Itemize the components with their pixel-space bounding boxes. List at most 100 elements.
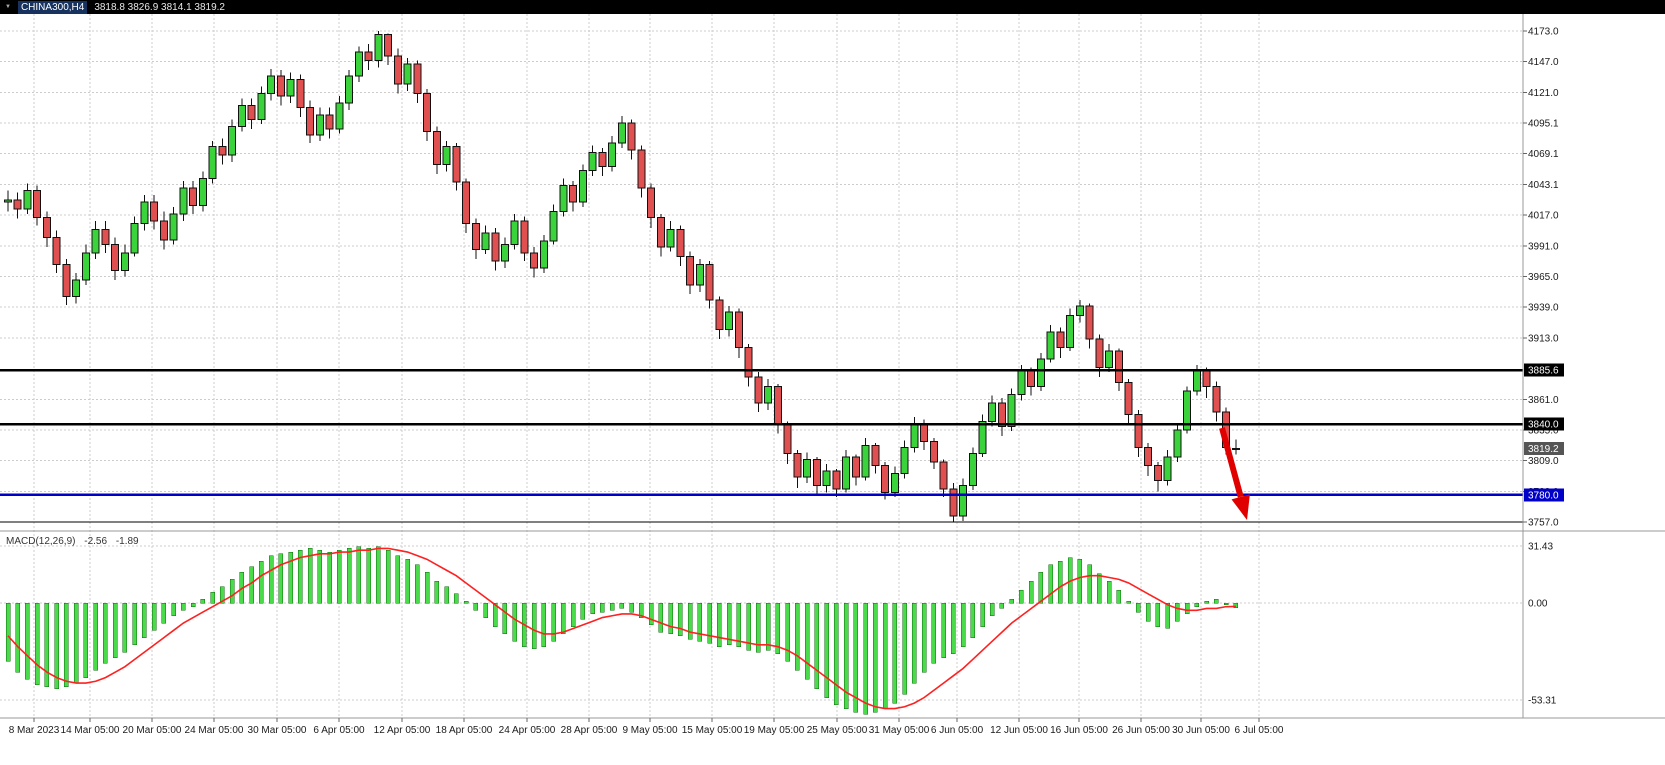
macd-histogram-bar	[600, 602, 605, 613]
macd-histogram-bar	[1097, 573, 1102, 604]
price-line-label-box	[1524, 417, 1564, 431]
candle-up	[890, 473, 899, 493]
candle-up	[666, 228, 675, 248]
candle-down	[101, 228, 110, 246]
candle-up	[4, 199, 12, 203]
macd-histogram-bar	[1233, 602, 1239, 608]
macd-histogram-bar	[941, 602, 946, 658]
macd-histogram-bar	[892, 602, 898, 704]
macd-histogram-bar	[570, 602, 576, 627]
time-tick-label: 19 May 05:00	[744, 725, 805, 736]
candle-up	[1183, 390, 1192, 431]
price-tick-label: 3835.0	[1528, 425, 1559, 436]
candle-down	[881, 464, 890, 493]
candle-down	[384, 34, 393, 57]
macd-histogram-bar	[307, 548, 313, 604]
symbol-dropdown-icon[interactable]: ▼	[5, 4, 11, 10]
candle-down	[686, 255, 695, 286]
candle-up	[988, 402, 997, 423]
down-arrow-shaft[interactable]	[1219, 427, 1244, 498]
time-tick-label: 8 Mar 2023	[9, 725, 60, 736]
candle-down	[1095, 338, 1104, 368]
candle-down	[42, 216, 51, 239]
macd-histogram-bar	[5, 602, 11, 662]
macd-histogram-bar	[580, 602, 586, 620]
candle-up	[764, 385, 773, 404]
candle-up	[617, 122, 626, 144]
candle-down	[62, 264, 71, 298]
candle-up	[959, 484, 968, 517]
candle-down	[939, 461, 948, 490]
macd-histogram-bar	[1214, 599, 1219, 604]
macd-histogram-bar	[1223, 602, 1229, 606]
candle-down	[1153, 464, 1162, 482]
candle-down	[637, 149, 646, 189]
macd-histogram-bar	[1038, 571, 1044, 604]
macd-histogram-bar	[142, 602, 147, 638]
price-tick-label: 3965.0	[1528, 272, 1559, 283]
candle-up	[335, 102, 344, 130]
macd-histogram-bar	[454, 593, 459, 604]
candle-up	[1105, 350, 1114, 368]
candle-down	[647, 187, 656, 218]
macd-histogram-bar	[541, 602, 547, 647]
candle-down	[598, 152, 607, 168]
macd-histogram-bar	[229, 579, 235, 604]
macd-histogram-bar	[1028, 580, 1034, 604]
down-arrow-head[interactable]	[1231, 494, 1250, 520]
price-line-label-box	[1524, 363, 1564, 377]
macd-histogram-bar	[648, 602, 654, 626]
macd-histogram-bar	[151, 602, 157, 631]
time-tick-label: 9 May 05:00	[622, 725, 677, 736]
macd-histogram-bar	[54, 602, 59, 689]
macd-histogram-bar	[590, 602, 595, 615]
candle-up	[1066, 314, 1075, 348]
candle-up	[978, 421, 987, 455]
macd-histogram-bar	[1077, 559, 1083, 604]
macd-histogram-bar	[678, 602, 683, 637]
candle-down	[276, 75, 285, 97]
macd-histogram-bar	[190, 602, 196, 607]
candle-down	[744, 346, 753, 378]
time-tick-label: 31 May 05:00	[869, 725, 930, 736]
price-line-label: 3819.2	[1528, 444, 1559, 455]
candle-up	[608, 142, 617, 168]
candle-up	[1231, 448, 1240, 451]
candle-up	[1163, 456, 1172, 482]
candle-down	[773, 385, 782, 425]
macd-value: -2.56	[84, 536, 108, 547]
candle-up	[1075, 305, 1084, 316]
candle-up	[354, 51, 363, 77]
macd-histogram-bar	[210, 591, 215, 604]
macd-histogram-bar	[639, 602, 644, 618]
candle-down	[1124, 382, 1133, 416]
candle-down	[1085, 305, 1094, 340]
macd-histogram-bar	[1204, 600, 1209, 604]
candle-down	[1056, 331, 1065, 348]
macd-histogram-bar	[921, 602, 927, 673]
candle-down	[812, 458, 821, 486]
macd-histogram-bar	[34, 602, 40, 686]
candle-down	[1144, 447, 1153, 466]
price-line-label: 3780.0	[1528, 490, 1559, 501]
macd-histogram-bar	[863, 602, 868, 715]
candle-up	[588, 152, 597, 171]
candle-up	[539, 240, 548, 269]
macd-histogram-bar	[298, 549, 303, 604]
macd-histogram-bar	[736, 602, 742, 647]
price-tick-label: 4147.0	[1528, 57, 1559, 68]
candle-up	[179, 187, 188, 215]
macd-histogram-bar	[814, 602, 820, 689]
candle-down	[393, 55, 402, 85]
candle-up	[822, 470, 831, 486]
macd-histogram-bar	[843, 602, 849, 709]
ohlc-readout: 3818.8 3826.9 3814.1 3819.2	[94, 1, 225, 13]
macd-histogram-bar	[561, 602, 566, 635]
candle-down	[997, 402, 1006, 427]
candle-down	[783, 423, 792, 455]
candle-down	[871, 444, 880, 466]
candle-up	[72, 279, 81, 298]
macd-tick-label: 31.43	[1528, 541, 1553, 552]
price-line-label: 3885.6	[1528, 366, 1559, 377]
